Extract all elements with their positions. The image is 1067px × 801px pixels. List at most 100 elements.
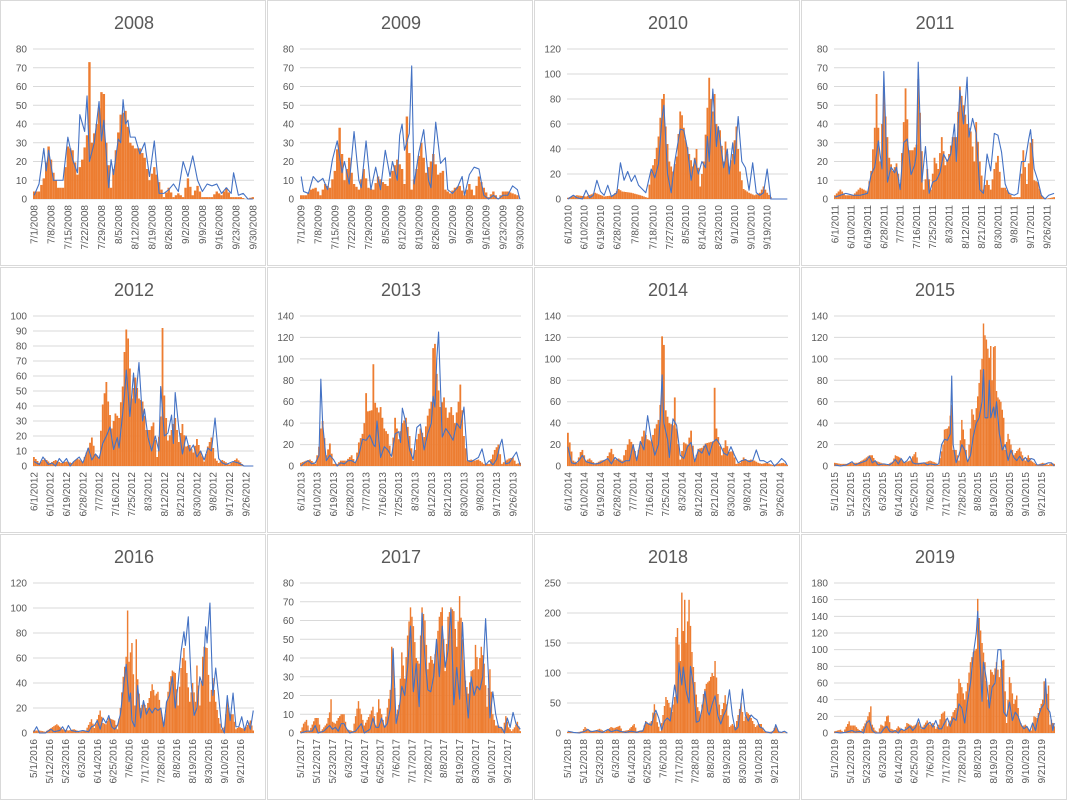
x-tick-label: 8/30/2014 [726, 472, 737, 517]
y-tick-label: 0 [555, 729, 561, 740]
x-tick-label: 6/28/2014 [612, 472, 623, 517]
bar [727, 716, 728, 733]
bar [664, 706, 665, 733]
bar [449, 193, 451, 199]
bar [449, 412, 451, 466]
x-tick-label: 9/2/2008 [181, 205, 192, 244]
bar [473, 669, 474, 733]
bar [872, 149, 874, 199]
y-tick-label: 100 [544, 354, 561, 365]
x-tick-label: 8/26/2009 [431, 205, 442, 250]
bar [913, 454, 914, 466]
bar [182, 658, 183, 733]
y-tick-label: 250 [544, 579, 561, 590]
bar [479, 461, 481, 466]
bar [124, 352, 126, 466]
bar [761, 724, 762, 733]
x-tick-label: 7/8/2008 [47, 205, 58, 244]
bar [179, 687, 180, 733]
x-tick-label: 8/19/2019 [989, 739, 1000, 784]
bar [389, 178, 391, 199]
bar [594, 193, 596, 199]
bar [730, 452, 732, 466]
bar [171, 430, 173, 466]
y-tick-label: 10 [283, 710, 295, 721]
bar [178, 442, 180, 466]
bar [903, 122, 905, 199]
bar [1021, 174, 1023, 199]
bar [58, 726, 59, 734]
bar [192, 453, 194, 467]
bar [759, 193, 761, 199]
x-tick-label: 9/30/2009 [515, 205, 526, 250]
y-tick-label: 100 [277, 354, 294, 365]
x-tick-label: 5/23/2017 [328, 739, 339, 784]
y-tick-label: 10 [817, 176, 829, 187]
bar [427, 416, 429, 466]
x-tick-label: 9/21/2019 [1037, 739, 1048, 784]
bar [674, 397, 676, 466]
bar [444, 671, 445, 733]
bar [932, 174, 934, 199]
bar [36, 731, 37, 734]
bar [82, 731, 83, 733]
y-tick-label: 50 [16, 387, 28, 398]
x-tick-label: 6/10/2014 [580, 472, 591, 517]
bar [109, 415, 111, 466]
bar [867, 716, 868, 733]
x-tick-label: 9/26/2012 [241, 472, 252, 517]
x-tick-label: 5/1/2015 [830, 472, 841, 511]
bar [386, 186, 388, 199]
bar [860, 461, 861, 466]
bar [1019, 197, 1021, 199]
bar [1015, 197, 1017, 199]
bar [240, 197, 242, 199]
x-tick-label: 7/1/2009 [297, 205, 308, 244]
bar [372, 190, 374, 199]
bar [341, 154, 343, 199]
x-tick-label: 7/8/2009 [314, 205, 325, 244]
y-tick-label: 140 [277, 312, 294, 323]
bar [1025, 725, 1026, 733]
x-tick-label: 6/25/2019 [910, 739, 921, 784]
x-tick-label: 9/17/2012 [225, 472, 236, 517]
bar [172, 197, 174, 199]
bar [1004, 188, 1006, 199]
bar [607, 456, 609, 466]
y-tick-label: 120 [811, 333, 828, 344]
y-tick-label: 40 [550, 419, 562, 430]
bar [253, 731, 254, 734]
bar [238, 727, 239, 733]
x-tick-label: 8/12/2008 [131, 205, 142, 250]
bar [929, 725, 930, 733]
bar [647, 198, 649, 199]
y-tick-label: 160 [811, 595, 828, 606]
bar [648, 724, 649, 733]
bar [783, 463, 785, 466]
bar [412, 461, 414, 466]
bar [755, 727, 756, 733]
bar [745, 717, 746, 734]
bar [964, 115, 966, 199]
bar [212, 448, 214, 466]
bar [42, 460, 44, 466]
bar [1001, 188, 1003, 199]
bar [852, 195, 854, 199]
bar [647, 439, 649, 466]
bar [495, 726, 496, 734]
x-tick-label: 6/10/2011 [847, 205, 858, 249]
bar [426, 645, 427, 733]
bar [206, 648, 207, 733]
y-tick-label: 60 [16, 654, 28, 665]
bar [180, 195, 182, 199]
bar [659, 731, 660, 733]
bar [729, 727, 730, 733]
bar [355, 187, 357, 199]
x-tick-label: 5/12/2015 [846, 472, 857, 517]
bar [314, 188, 316, 199]
bar [625, 450, 627, 466]
bar [43, 178, 45, 199]
